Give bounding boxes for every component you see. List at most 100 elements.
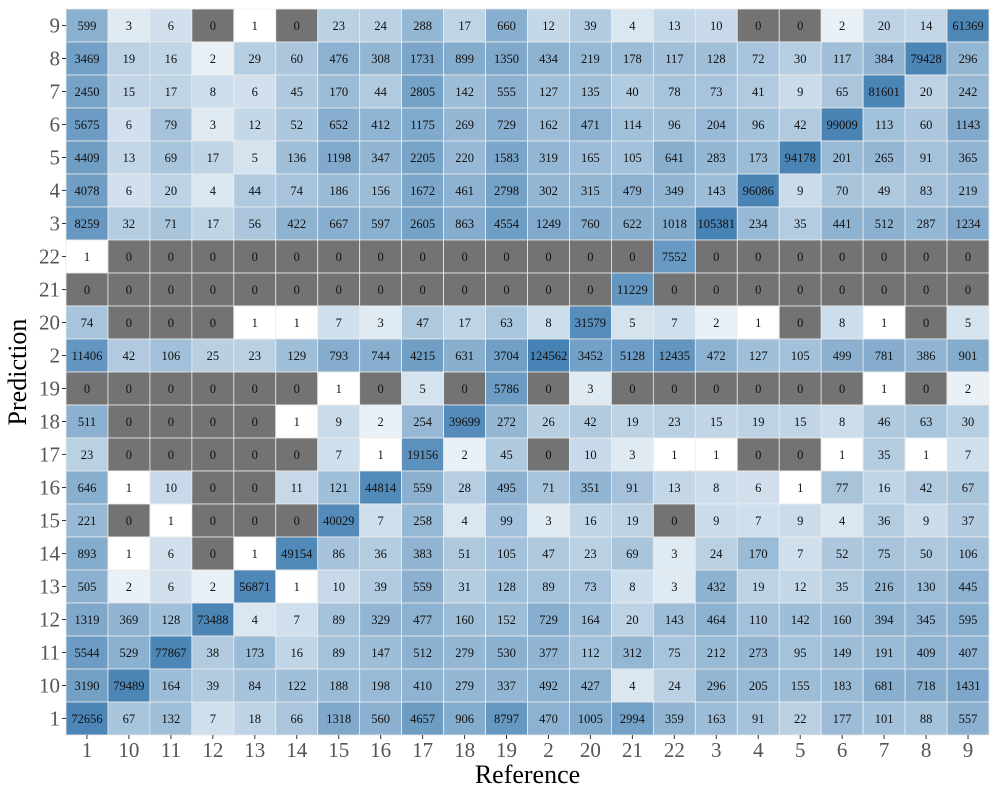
cell-value-label: 477: [413, 613, 432, 627]
cell-value-label: 9: [923, 514, 929, 528]
heatmap-cell: [736, 503, 780, 538]
cell-value-label: 1: [671, 448, 677, 462]
cell-value-label: 6: [252, 85, 258, 99]
cell-value-label: 183: [833, 679, 852, 693]
cell-value-label: 308: [371, 52, 390, 66]
y-tick-label: 14: [39, 542, 61, 566]
heatmap-cell: [569, 404, 612, 439]
cell-value-label: 319: [539, 151, 558, 165]
heatmap-cell: [527, 569, 570, 604]
heatmap-cell: [820, 8, 864, 43]
cell-value-label: 8: [839, 316, 845, 330]
heatmap-cell: [820, 140, 864, 175]
heatmap-cell: [359, 371, 403, 406]
cell-value-label: 0: [545, 283, 551, 297]
cell-value-label: 113: [875, 118, 893, 132]
heatmap-cell: [107, 41, 151, 76]
cell-value-label: 1: [336, 382, 342, 396]
cell-value-label: 142: [791, 613, 810, 627]
cell-value-label: 0: [210, 250, 216, 264]
cell-value-label: 3: [671, 547, 677, 561]
cell-value-label: 559: [413, 580, 432, 594]
cell-value-label: 0: [755, 19, 761, 33]
cell-value-label: 4: [839, 514, 846, 528]
heatmap-cell: [820, 701, 864, 736]
cell-value-label: 6: [168, 580, 174, 594]
cell-value-label: 69: [165, 151, 178, 165]
heatmap-cell: [443, 569, 486, 604]
heatmap-cell: [191, 206, 235, 241]
cell-value-label: 1: [839, 448, 845, 462]
heatmap-cell: [191, 602, 235, 637]
heatmap-cell: [191, 305, 235, 340]
heatmap-cell: [778, 8, 822, 43]
heatmap-cell: [569, 8, 612, 43]
cell-value-label: 597: [371, 217, 390, 231]
cell-value-label: 0: [839, 283, 845, 297]
heatmap-cell: [317, 74, 361, 109]
cell-value-label: 729: [497, 118, 516, 132]
cell-value-label: 67: [123, 712, 136, 726]
heatmap-cell: [275, 107, 319, 142]
heatmap-cell: [569, 536, 612, 571]
heatmap-cell: [862, 140, 906, 175]
cell-value-label: 9: [797, 184, 803, 198]
cell-value-label: 56: [249, 217, 262, 231]
cell-value-label: 83: [920, 184, 933, 198]
cell-value-label: 7: [210, 712, 216, 726]
y-tick-label: 6: [50, 113, 61, 137]
cell-value-label: 315: [581, 184, 600, 198]
cell-value-label: 0: [713, 283, 719, 297]
cell-value-label: 365: [959, 151, 978, 165]
cell-value-label: 178: [623, 52, 642, 66]
cell-value-label: 20: [878, 19, 891, 33]
heatmap-cell: [946, 239, 990, 274]
heatmap-cell: [233, 701, 277, 736]
heatmap-cell: [65, 602, 109, 637]
heatmap-cell: [946, 503, 990, 538]
heatmap-cell: [904, 371, 948, 406]
heatmap-cell: [820, 470, 864, 505]
cell-value-label: 422: [287, 217, 306, 231]
cell-value-label: 5786: [494, 382, 519, 396]
heatmap-cell: [611, 569, 654, 604]
cell-value-label: 219: [581, 52, 600, 66]
cell-value-label: 0: [378, 283, 384, 297]
heatmap-cell: [778, 206, 822, 241]
heatmap-cell: [611, 305, 654, 340]
heatmap-cell: [736, 602, 780, 637]
heatmap-cell: [443, 536, 486, 571]
cell-value-label: 471: [581, 118, 600, 132]
heatmap-cell: [149, 371, 193, 406]
cell-value-label: 8259: [74, 217, 99, 231]
cell-value-label: 3: [671, 580, 677, 594]
cell-value-label: 79: [165, 118, 178, 132]
heatmap-cell: [191, 503, 235, 538]
heatmap-cell: [233, 569, 277, 604]
heatmap-cell: [443, 107, 486, 142]
x-tick-label: 12: [202, 738, 223, 762]
cell-value-label: 595: [959, 613, 978, 627]
cell-value-label: 302: [539, 184, 558, 198]
heatmap-cell: [275, 668, 319, 703]
cell-value-label: 0: [923, 250, 929, 264]
cell-value-label: 1: [126, 481, 132, 495]
heatmap-cell: [527, 338, 570, 373]
cell-value-label: 11229: [617, 283, 648, 297]
cell-value-label: 0: [126, 448, 132, 462]
heatmap-cell: [443, 8, 486, 43]
cell-value-label: 0: [210, 19, 216, 33]
cell-value-label: 3: [126, 19, 132, 33]
cell-value-label: 20: [626, 613, 639, 627]
cell-value-label: 0: [210, 481, 216, 495]
x-tick-label: 21: [622, 738, 643, 762]
heatmap-cell: [611, 602, 654, 637]
cell-value-label: 163: [707, 712, 726, 726]
cell-value-label: 10: [584, 448, 597, 462]
cell-value-label: 9: [713, 514, 719, 528]
heatmap-cell: [275, 536, 319, 571]
cell-value-label: 0: [797, 283, 803, 297]
heatmap-cell: [904, 107, 948, 142]
cell-value-label: 384: [875, 52, 895, 66]
heatmap-cell: [233, 470, 277, 505]
